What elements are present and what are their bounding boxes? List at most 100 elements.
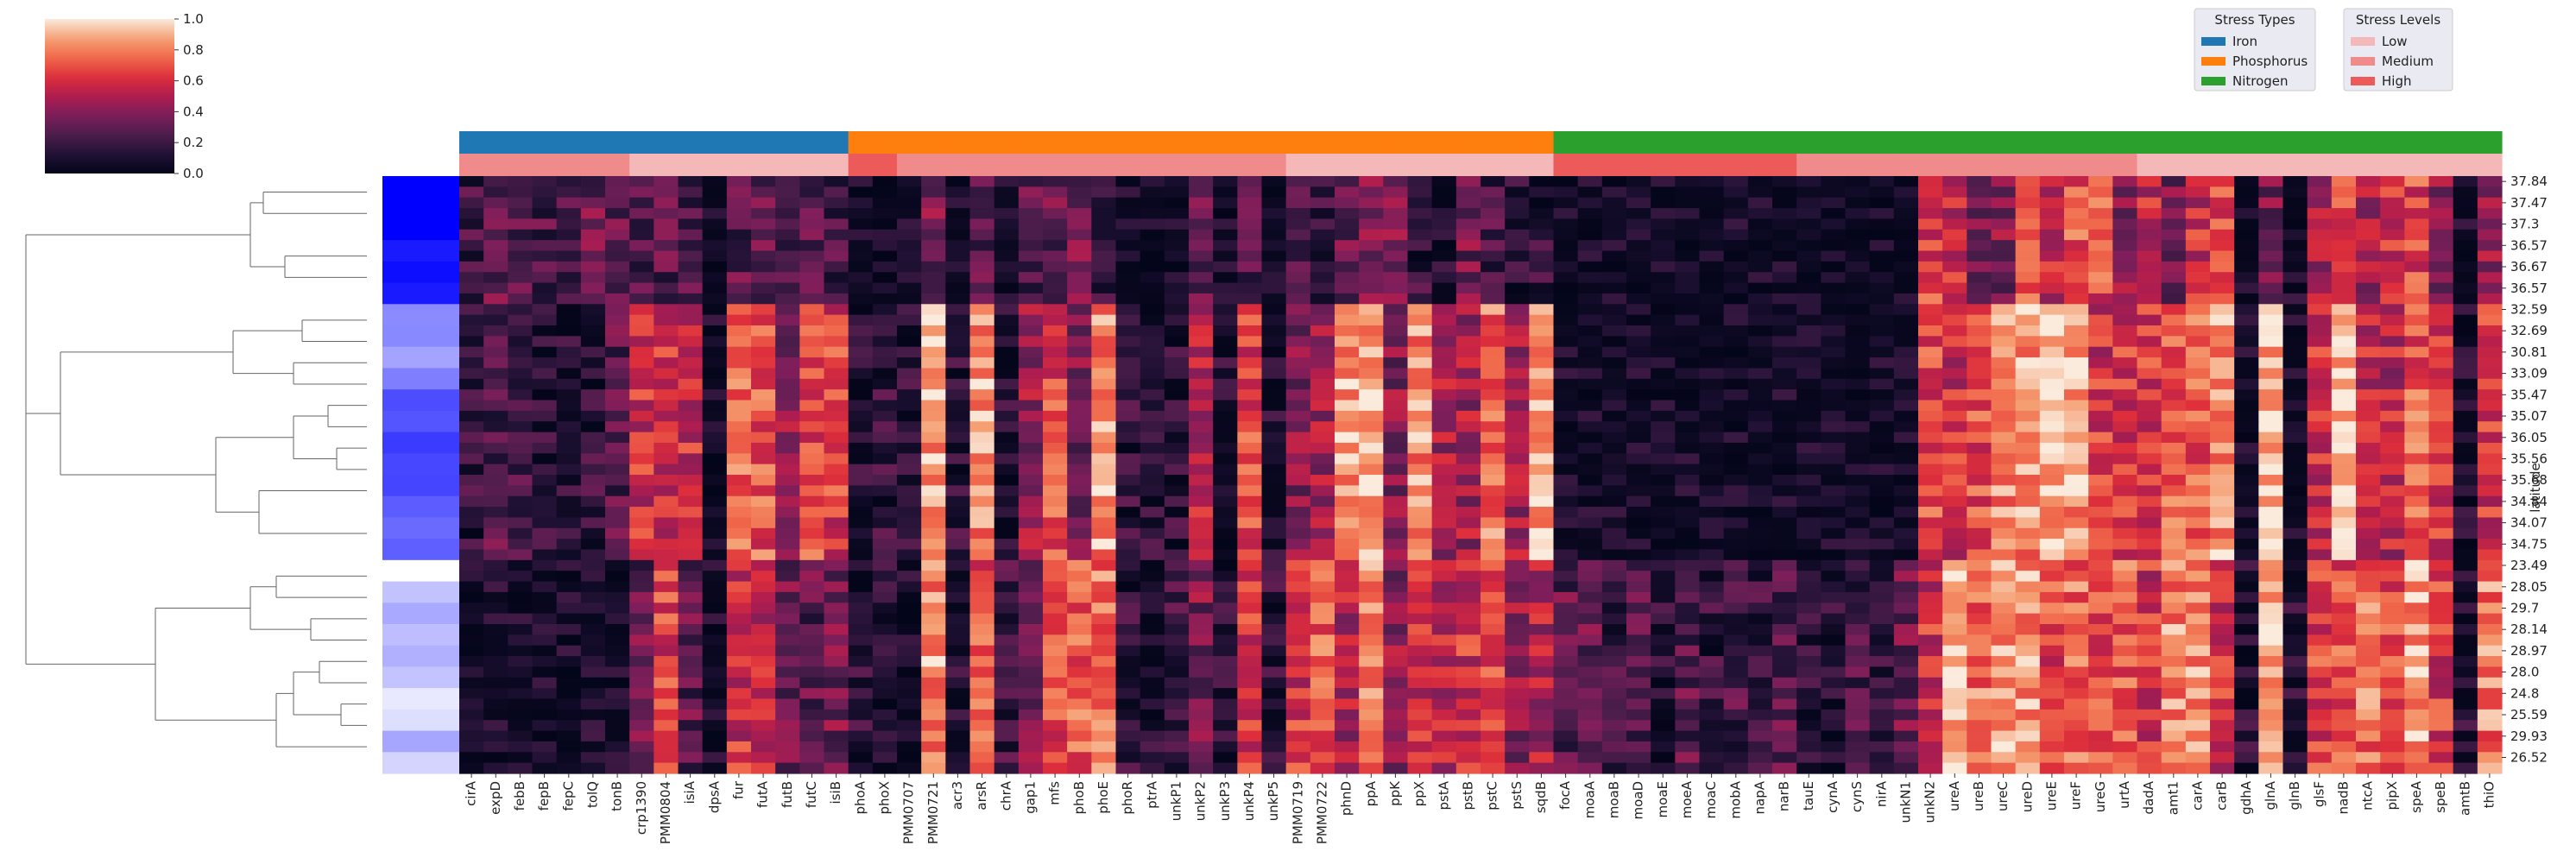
heatmap-cell (1942, 677, 1967, 689)
heatmap-cell (508, 421, 534, 433)
heatmap-cell (1091, 591, 1117, 603)
heatmap-cell (1310, 250, 1335, 262)
heatmap-cell (1115, 741, 1141, 753)
heatmap-cell (2477, 453, 2503, 465)
heatmap-cell (1675, 475, 1701, 486)
heatmap-cell (1407, 272, 1433, 284)
heatmap-cell (799, 442, 825, 454)
heatmap-cell (1335, 410, 1360, 422)
heatmap-cell (1675, 656, 1701, 668)
heatmap-cell (1431, 688, 1457, 700)
heatmap-cell (1796, 389, 1822, 401)
heatmap-cell (2404, 666, 2430, 678)
heatmap-cell (2331, 656, 2357, 668)
heatmap-cell (1213, 218, 1238, 230)
heatmap-cell (1115, 314, 1141, 326)
heatmap-cell (969, 272, 995, 284)
heatmap-cell (2039, 250, 2065, 262)
heatmap-cell (897, 485, 922, 497)
heatmap-cell (702, 304, 728, 316)
heatmap-cell (2088, 539, 2113, 551)
heatmap-cell (1359, 282, 1384, 294)
heatmap-cell (1335, 666, 1360, 678)
heatmap-cell (1577, 762, 1603, 774)
heatmap-cell (1553, 176, 1579, 187)
stress-level-cell (1796, 154, 1822, 176)
heatmap-cell (872, 197, 898, 209)
heatmap-cell (678, 571, 704, 583)
heatmap-cell (2039, 688, 2065, 700)
heatmap-cell (1189, 176, 1214, 187)
heatmap-cell (1942, 346, 1967, 358)
heatmap-cell (1553, 442, 1579, 454)
heatmap-cell (2258, 336, 2284, 348)
heatmap-cell (1796, 229, 1822, 241)
heatmap-cell (1699, 571, 1725, 583)
heatmap-cell (1893, 634, 1919, 647)
heatmap-cell (483, 314, 508, 326)
heatmap-cell (2064, 240, 2089, 252)
heatmap-cell (483, 485, 508, 497)
heatmap-cell (1967, 282, 1992, 294)
heatmap-cell (2234, 581, 2259, 593)
heatmap-cell (1577, 581, 1603, 593)
heatmap-cell (1699, 240, 1725, 252)
heatmap-cell (1481, 549, 1506, 561)
heatmap-cell (1942, 176, 1967, 187)
heatmap-cell (532, 559, 558, 571)
heatmap-cell (1140, 336, 1165, 348)
heatmap-cell (1942, 666, 1967, 678)
stress-level-cell (2112, 154, 2138, 176)
heatmap-cell (2185, 389, 2211, 401)
heatmap-cell (872, 464, 898, 476)
heatmap-cell (1455, 432, 1481, 444)
heatmap-cell (2185, 613, 2211, 625)
heatmap-cell (775, 698, 800, 710)
heatmap-cell (1043, 485, 1068, 497)
heatmap-cell (2112, 208, 2138, 220)
heatmap-cell (2258, 624, 2284, 635)
heatmap-cell (702, 475, 728, 486)
heatmap-cell (1821, 400, 1847, 412)
heatmap-cell (1553, 261, 1579, 273)
heatmap-cell (2088, 314, 2113, 326)
heatmap-cell (2210, 741, 2235, 753)
heatmap-cell (1553, 218, 1579, 230)
heatmap-cell (653, 645, 679, 657)
heatmap-cell (1723, 581, 1749, 593)
heatmap-cell (994, 197, 1020, 209)
heatmap-cell (1455, 336, 1481, 348)
heatmap-cell (2112, 688, 2138, 700)
heatmap-cell (994, 176, 1020, 187)
heatmap-cell (775, 591, 800, 603)
heatmap-cell (1699, 602, 1725, 615)
heatmap-cell (872, 730, 898, 742)
stress-level-cell (702, 154, 728, 176)
heatmap-cell (2258, 208, 2284, 220)
heatmap-cell (2088, 559, 2113, 571)
heatmap-cell (1359, 400, 1384, 412)
heatmap-cell (1043, 368, 1068, 380)
heatmap-cell (605, 453, 630, 465)
heatmap-cell (726, 464, 752, 476)
heatmap-cell (2210, 591, 2235, 603)
heatmap-cell (2064, 613, 2089, 625)
heatmap-cell (2234, 656, 2259, 668)
heatmap-cell (921, 442, 946, 454)
heatmap-cell (872, 656, 898, 668)
heatmap-cell (2137, 591, 2162, 603)
heatmap-cell (872, 485, 898, 497)
heatmap-cell (1140, 218, 1165, 230)
heatmap-cell (1967, 325, 1992, 337)
heatmap-cell (1723, 527, 1749, 539)
heatmap-cell (1043, 304, 1068, 316)
heatmap-cell (1967, 549, 1992, 561)
heatmap-cell (629, 475, 654, 486)
heatmap-cell (1115, 539, 1141, 551)
heatmap-cell (1115, 475, 1141, 486)
heatmap-cell (1967, 176, 1992, 187)
heatmap-cell (532, 581, 558, 593)
heatmap-cell (1455, 517, 1481, 529)
heatmap-cell (580, 325, 606, 337)
heatmap-cell (1383, 250, 1409, 262)
